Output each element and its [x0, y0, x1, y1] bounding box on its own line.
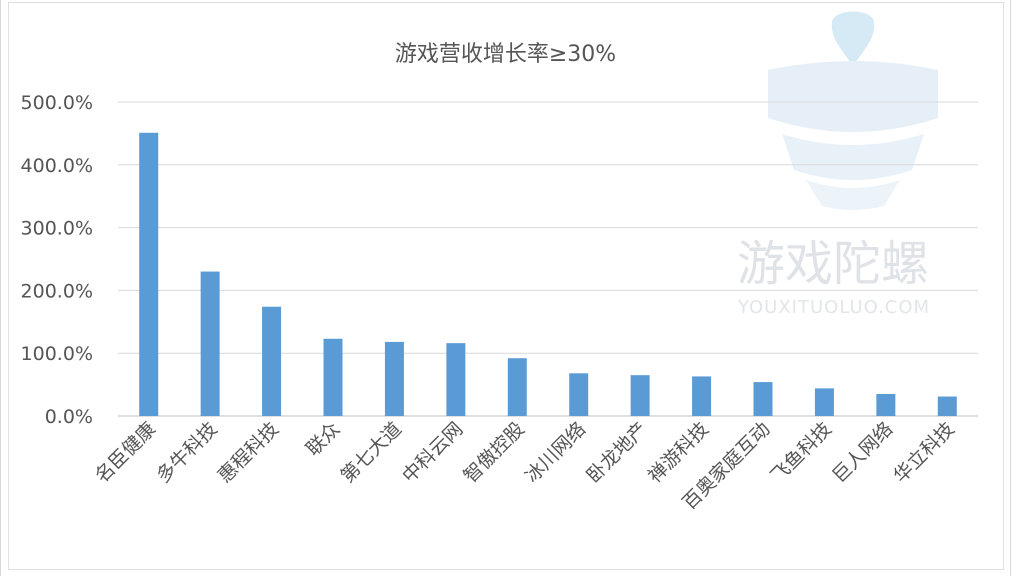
y-tick-label: 400.0% — [21, 155, 93, 177]
bar — [569, 373, 589, 416]
x-category-label: 飞鱼科技 — [767, 418, 836, 487]
x-category-label: 智傲控股 — [460, 418, 529, 487]
y-tick-label: 200.0% — [21, 280, 93, 302]
bar — [139, 132, 159, 416]
bar — [384, 341, 404, 416]
bar — [200, 271, 220, 416]
x-category-label: 华立科技 — [890, 418, 959, 487]
watermark-mid-icon — [782, 134, 924, 180]
watermark-logo — [768, 11, 938, 210]
x-category-label: 第七大道 — [337, 418, 406, 487]
bar — [876, 394, 896, 416]
gridlines — [118, 101, 978, 417]
x-category-label: 中科云网 — [398, 418, 467, 487]
watermark-drop-icon — [831, 11, 875, 66]
y-axis-ticks: 0.0% 100.0% 200.0% 300.0% 400.0% 500.0% — [21, 92, 93, 428]
bar — [323, 338, 343, 416]
watermark-brand: 游戏陀螺 — [737, 236, 929, 292]
x-category-label: 冰川网络 — [521, 418, 590, 487]
bar — [262, 306, 282, 416]
bar — [446, 343, 466, 416]
bar — [937, 396, 957, 416]
y-tick-label: 500.0% — [21, 92, 93, 114]
x-category-label: 惠程科技 — [214, 418, 283, 487]
bar — [630, 375, 650, 416]
x-category-label: 巨人网络 — [828, 418, 897, 487]
y-tick-label: 100.0% — [21, 343, 93, 365]
bar — [814, 388, 834, 416]
bars — [139, 132, 957, 416]
watermark-bottom-icon — [806, 180, 900, 210]
bar — [507, 358, 527, 416]
chart-title: 游戏营收增长率≥30% — [394, 42, 617, 67]
x-category-label: 名臣健康 — [91, 418, 160, 487]
x-category-label: 卧龙地产 — [582, 418, 651, 487]
bar — [753, 382, 773, 416]
x-category-label: 联众 — [302, 418, 344, 460]
y-tick-label: 300.0% — [21, 218, 93, 240]
watermark-top-icon — [768, 61, 938, 132]
x-category-label: 多牛科技 — [152, 418, 221, 487]
bar — [692, 376, 712, 416]
watermark-url: YOUXITUOLUO.COM — [737, 297, 930, 318]
y-tick-label: 0.0% — [45, 406, 93, 428]
